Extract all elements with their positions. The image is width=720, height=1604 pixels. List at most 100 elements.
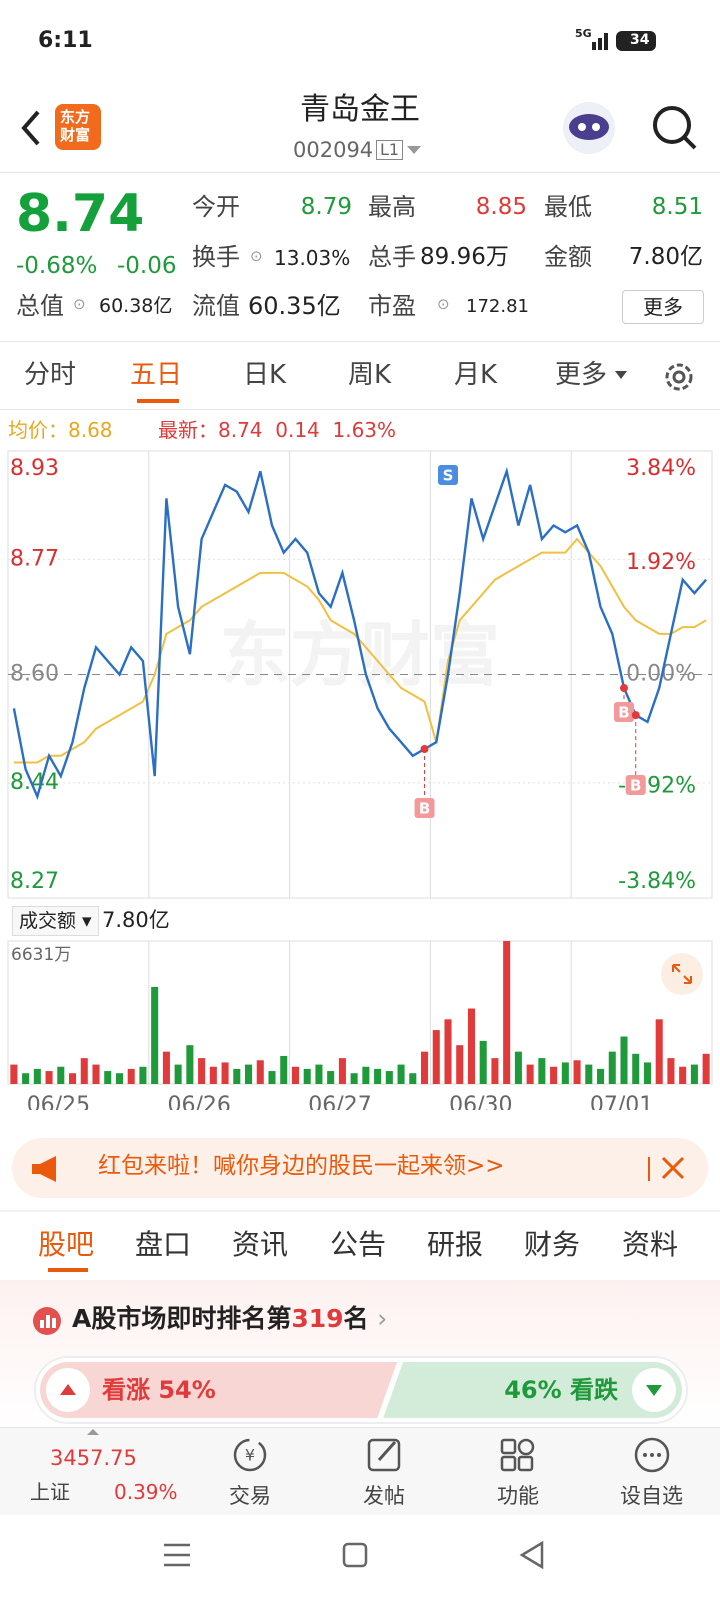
trade-icon[interactable]: ¥ [230,1436,270,1474]
vote-bar[interactable]: 看涨 54% 46% 看跌 [34,1356,688,1424]
price-line [12,466,708,800]
stat-label: 换手 [192,243,240,271]
level-badge[interactable]: L1 [376,140,404,160]
volume-bar [514,1051,522,1084]
volume-bar [632,1053,640,1084]
back-button[interactable] [16,108,46,148]
stat-label: 总手 [368,243,416,271]
info-icon[interactable]: ⊙ [437,295,450,313]
latest-label: 最新： [158,418,218,442]
volume-bar [385,1071,393,1084]
section-tab[interactable]: 盘口 [135,1228,192,1261]
volume-bar [491,1058,499,1084]
function-icon[interactable] [498,1436,538,1474]
index-value[interactable]: 3457.75 [50,1446,137,1470]
section-tab[interactable]: 公告 [330,1228,387,1261]
chart-tab-active[interactable]: 五日 [130,360,183,390]
y-tick-label: 8.27 [10,869,59,894]
chart-tab[interactable]: 日K [243,360,287,390]
banner[interactable] [12,1138,708,1198]
svg-text:¥: ¥ [245,1446,255,1465]
section-tab[interactable]: 研报 [427,1228,484,1261]
avg-label-text: 均价： [8,418,68,442]
volume-bar [268,1071,276,1084]
volume-bar [643,1062,651,1084]
status-time: 6:11 [38,28,93,53]
volume-bar [561,1062,569,1084]
nav-item[interactable]: 交易 [229,1484,271,1508]
nav-item[interactable]: 发帖 [363,1484,405,1508]
ranking-text[interactable]: A股市场即时排名第319名 › [72,1304,388,1333]
chart-tab[interactable]: 月K [454,360,498,390]
info-icon[interactable]: ⊙ [73,295,86,313]
volume-bar [80,1058,88,1084]
watchlist-icon[interactable] [632,1436,672,1474]
section-tab[interactable]: 资料 [622,1228,679,1261]
volume-bar [350,1073,358,1084]
info-icon[interactable]: ⊙ [250,247,263,265]
robot-avatar[interactable] [560,100,618,156]
volume-bar [362,1066,370,1084]
stat-value: 13.03% [274,246,351,270]
megaphone-icon [32,1156,56,1182]
stat-value: 60.35亿 [248,292,341,320]
section-tab[interactable]: 财务 [524,1228,581,1261]
stat-label: 最低 [544,193,592,221]
vote-up-bar [40,1362,398,1418]
expand-button[interactable] [660,952,704,996]
five-day-chart: 东方财富8.938.778.608.448.273.84%1.92%0.00%-… [7,450,713,1110]
volume-bar [456,1045,464,1084]
dropdown-arrow[interactable] [406,144,422,156]
settings-button[interactable] [660,358,698,396]
section-tab[interactable]: 资讯 [232,1228,289,1261]
volume-bar [538,1058,546,1084]
volume-bar [467,1008,475,1084]
volume-bar [421,1051,429,1084]
chart-tab[interactable]: 分时 [24,360,77,390]
stock-code: 002094 [293,138,374,162]
chart-tab[interactable]: 更多 [555,360,608,390]
volume-bar [256,1060,264,1084]
bottom-nav [0,1427,720,1515]
section-tab-active[interactable]: 股吧 [38,1228,95,1261]
status-icons [592,31,656,51]
volume-bar [198,1058,206,1084]
divider [0,172,720,173]
volume-bar [667,1058,675,1084]
nav-item[interactable]: 设自选 [620,1484,683,1508]
tab-underline [137,399,179,403]
trade-badge [438,465,458,485]
stat-value: 8.85 [475,194,527,220]
more-button[interactable]: 更多 [622,290,704,324]
volume-bar [69,1073,77,1084]
index-change[interactable]: 0.39% [114,1480,178,1504]
volume-bar [291,1066,299,1084]
volume-bar [151,986,159,1084]
volume-bar [186,1045,194,1084]
stat-label: 流值 [192,292,240,320]
volume-bar [315,1064,323,1084]
post-icon[interactable] [365,1436,405,1474]
volume-bar [585,1064,593,1084]
volume-frame [7,940,713,1085]
trade-mark: B [630,777,641,795]
stat-value: 172.81 [466,296,529,317]
volume-bar [655,1019,663,1084]
chart-tab[interactable]: 周K [348,360,392,390]
volume-bar [503,941,511,1084]
volume-selector[interactable]: 成交额 ▾ [12,906,99,936]
stat-label: 今开 [192,193,240,221]
search-button[interactable] [650,104,700,154]
banner-text[interactable]: 红包来啦！喊你身边的股民一起来领>> [98,1153,505,1179]
dropdown-arrow[interactable] [614,370,628,380]
average-line [13,537,707,764]
trade-dot [631,711,640,720]
stat-value: 60.38亿 [99,295,173,317]
y2-tick-label: 3.84% [626,456,696,481]
nav-item[interactable]: 功能 [497,1484,539,1508]
trade-badge [414,798,435,818]
close-banner[interactable] [660,1155,686,1181]
change-amount: -0.06 [117,253,177,279]
index-name[interactable]: 上证 [30,1480,70,1504]
